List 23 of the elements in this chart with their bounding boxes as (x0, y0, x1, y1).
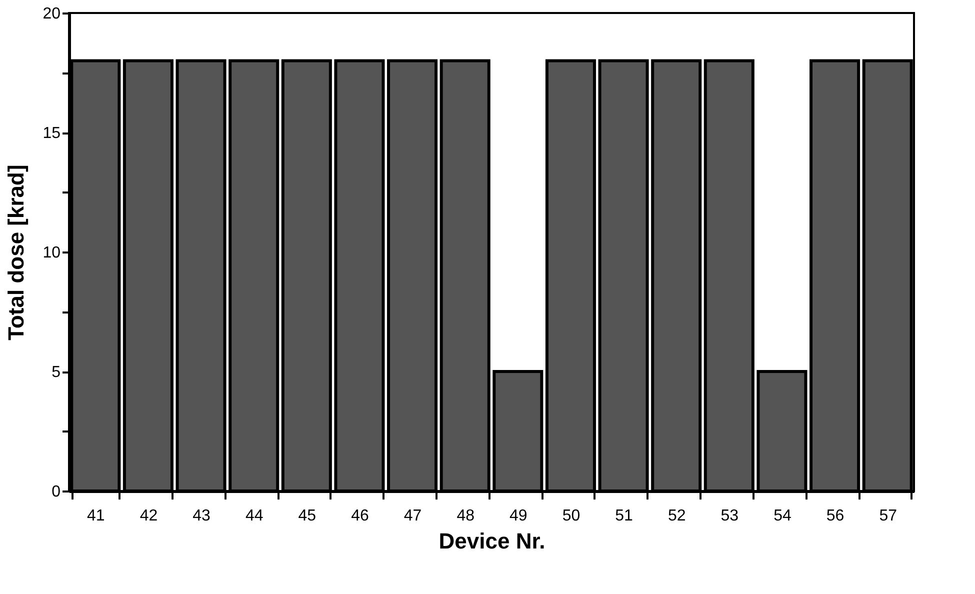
x-axis-title: Device Nr. (438, 528, 546, 554)
x-tick-label: 52 (668, 508, 686, 524)
x-tick-label: 53 (720, 508, 739, 524)
x-tick-label: 57 (879, 508, 898, 524)
y-tick-label: 20 (42, 6, 61, 22)
x-tick-label: 44 (245, 508, 264, 524)
x-tick-label: 49 (510, 508, 528, 524)
y-tick-label: 15 (42, 125, 61, 142)
x-tick-label: 45 (298, 508, 316, 524)
x-tick-label: 48 (456, 508, 475, 524)
y-tick-label: 10 (42, 244, 61, 262)
y-tick-label: 5 (52, 364, 61, 381)
x-tick-label: 42 (140, 508, 158, 524)
x-tick-label: 41 (87, 508, 105, 524)
y-axis-title: Total dose [krad] (4, 164, 29, 340)
x-tick-label: 56 (826, 508, 844, 524)
y-tick-label: 0 (52, 484, 61, 500)
x-tick-label: 51 (615, 508, 634, 524)
x-tick-label: 43 (192, 508, 211, 524)
x-tick-label: 54 (774, 508, 792, 524)
x-tick-label: 50 (562, 508, 580, 524)
x-tick-label: 46 (351, 508, 369, 524)
x-tick-label: 47 (404, 508, 422, 524)
